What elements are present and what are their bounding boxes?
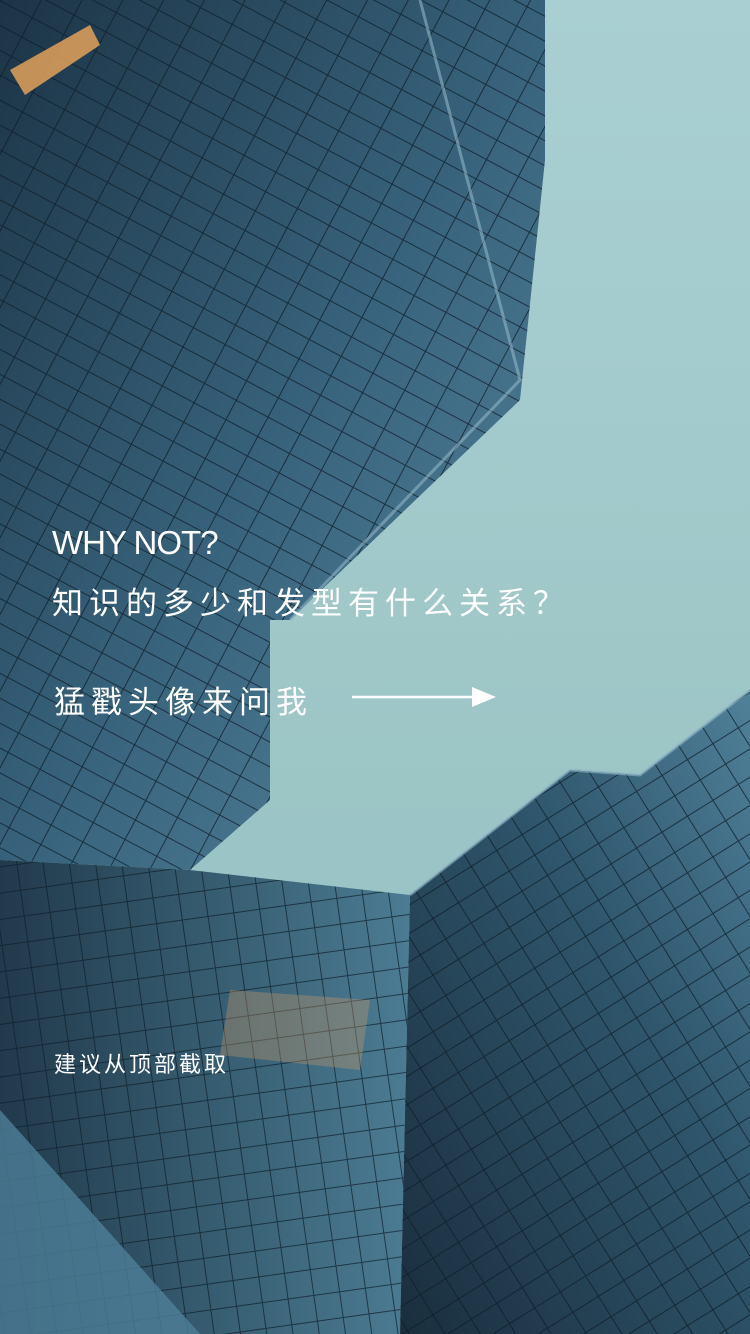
cta-text[interactable]: 猛戳头像来问我 — [54, 685, 313, 721]
right-arrow-icon[interactable] — [350, 684, 500, 710]
question-text: 知识的多少和发型有什么关系？ — [52, 586, 570, 622]
headline: WHY NOT? — [52, 524, 219, 561]
hint-text: 建议从顶部截取 — [54, 1053, 230, 1078]
